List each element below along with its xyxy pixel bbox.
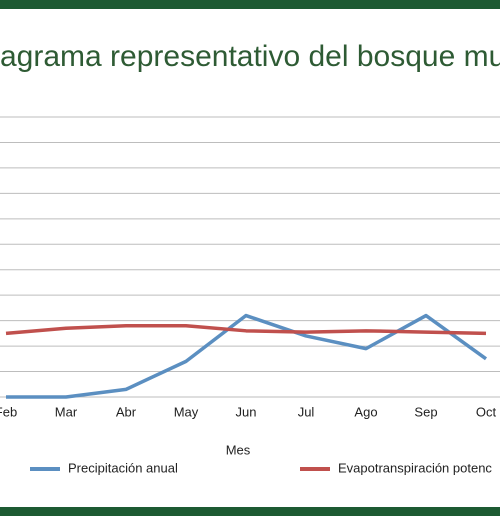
chart-title: agrama representativo del bosque muy se — [0, 40, 500, 73]
x-tick-label: Sep — [414, 404, 437, 419]
series-line — [5, 323, 487, 336]
x-tick-label: Mar — [55, 404, 78, 419]
x-tick-label: Ago — [354, 404, 377, 419]
x-tick-label: May — [174, 404, 199, 419]
x-tick-label: Feb — [0, 404, 17, 419]
x-tick-label: Jul — [298, 404, 315, 419]
x-tick-label: Jun — [236, 404, 257, 419]
legend-label: Evapotranspiración potenc — [338, 460, 492, 475]
series-line — [6, 313, 488, 399]
x-tick-label: Oct — [476, 404, 497, 419]
legend-label: Precipitación anual — [68, 460, 178, 475]
frame-top — [0, 0, 500, 9]
x-tick-label: Abr — [116, 404, 137, 419]
x-axis-label: Mes — [226, 442, 251, 457]
frame-bottom — [0, 507, 500, 516]
